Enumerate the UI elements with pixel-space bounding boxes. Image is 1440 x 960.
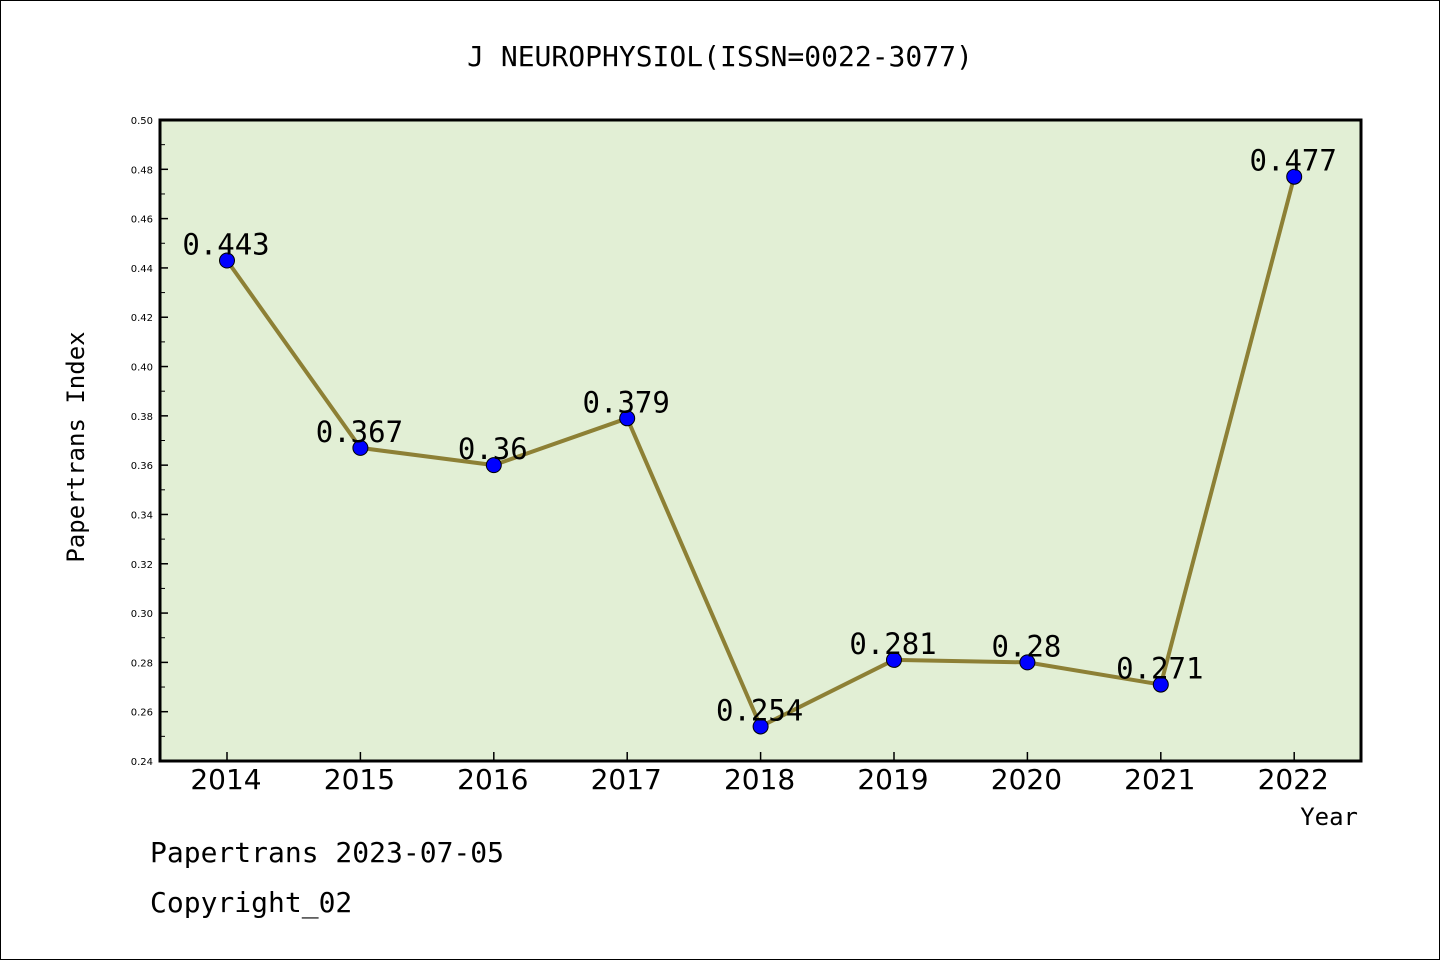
x-axis: 2014 2015 2016 2017 2018 2019 2020 2021 2022 bbox=[190, 752, 1329, 796]
x-tick-label: 2015 bbox=[324, 763, 395, 796]
data-point bbox=[1152, 676, 1169, 693]
y-tick-label: 0.34 bbox=[131, 510, 153, 521]
data-point bbox=[1019, 654, 1036, 671]
y-tick-label: 0.48 bbox=[131, 165, 153, 176]
data-point bbox=[1286, 168, 1303, 185]
data-point bbox=[619, 410, 636, 427]
y-tick-label: 0.40 bbox=[131, 363, 153, 374]
data-point bbox=[485, 457, 502, 474]
data-label: 0.271 bbox=[1116, 652, 1203, 686]
y-tick-label: 0.38 bbox=[131, 412, 153, 423]
x-axis-label: Year bbox=[1300, 803, 1358, 831]
footer-date: Papertrans 2023-07-05 bbox=[150, 836, 505, 869]
y-tick-label: 0.28 bbox=[131, 658, 153, 669]
y-axis-label: Papertrans Index bbox=[62, 331, 90, 562]
x-tick-label: 2019 bbox=[857, 763, 928, 796]
data-label: 0.477 bbox=[1250, 144, 1337, 178]
x-tick-label: 2014 bbox=[190, 763, 261, 796]
data-point bbox=[352, 439, 369, 456]
data-label: 0.36 bbox=[458, 432, 528, 466]
x-tick-label: 2016 bbox=[457, 763, 528, 796]
data-point bbox=[752, 718, 769, 735]
y-tick-label: 0.44 bbox=[131, 264, 153, 275]
data-label: 0.379 bbox=[583, 385, 670, 419]
y-tick-label: 0.46 bbox=[131, 215, 153, 226]
data-label: 0.443 bbox=[182, 228, 269, 262]
x-tick-label: 2017 bbox=[591, 763, 662, 796]
data-label: 0.281 bbox=[849, 627, 936, 661]
y-tick-label: 0.36 bbox=[131, 461, 153, 472]
y-tick-label: 0.26 bbox=[131, 708, 153, 719]
x-tick-label: 2022 bbox=[1258, 763, 1329, 796]
data-label: 0.28 bbox=[991, 629, 1061, 663]
series bbox=[219, 168, 1303, 735]
chart-title: J NEUROPHYSIOL(ISSN=0022-3077) bbox=[467, 40, 973, 73]
data-label: 0.367 bbox=[316, 415, 403, 449]
x-tick-label: 2018 bbox=[724, 763, 795, 796]
y-tick-label: 0.24 bbox=[131, 757, 153, 768]
y-tick-label: 0.32 bbox=[131, 560, 153, 571]
data-labels: 0.443 0.367 0.36 0.379 0.254 0.281 0.28 0.271 0.… bbox=[182, 144, 1337, 728]
data-label: 0.254 bbox=[716, 693, 803, 727]
y-tick-label: 0.30 bbox=[131, 609, 153, 620]
data-point bbox=[219, 252, 235, 269]
y-tick-label: 0.50 bbox=[131, 116, 153, 127]
y-axis: 0.24 0.26 0.28 0.30 0.32 0.34 0.36 0.38 0.40 0.42… bbox=[131, 116, 168, 768]
footer-copyright: Copyright_02 bbox=[150, 886, 353, 919]
x-tick-label: 2021 bbox=[1124, 763, 1195, 796]
y-tick-label: 0.42 bbox=[131, 313, 153, 324]
data-point bbox=[886, 651, 902, 668]
x-tick-label: 2020 bbox=[991, 763, 1062, 796]
